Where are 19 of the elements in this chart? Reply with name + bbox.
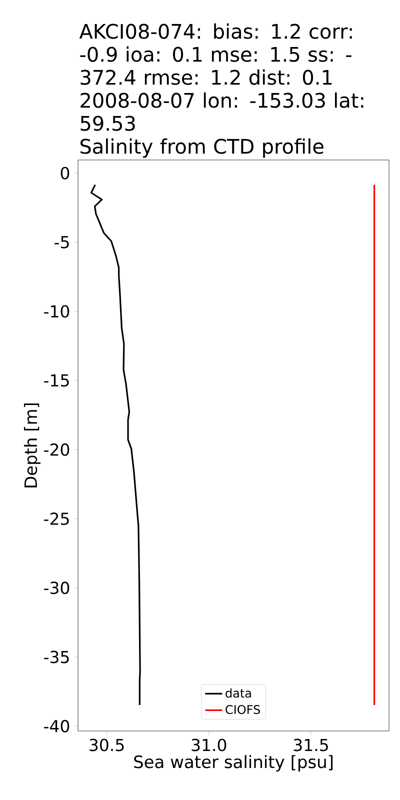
- chart-subtitle: Salinity from CTD profile: [80, 138, 324, 158]
- y-tick-label: -30: [44, 582, 70, 594]
- y-axis-title: Depth [m]: [24, 403, 40, 488]
- chart-title: AKCI08-074: bias: 1.2 corr: -0.9 ioa: 0.1 mse: 1.5 ss: -372.4 rmse: 1.2 dist: 0.1 2008-08-07 lon: -153.03 lat: 59.53: [79, 23, 364, 131]
- y-tick-label: -25: [44, 512, 69, 526]
- y-tick-label: -35: [44, 650, 69, 664]
- y-tick-label: -20: [44, 443, 70, 456]
- y-tick-label: -15: [44, 374, 69, 387]
- y-tick-label: -10: [44, 305, 70, 318]
- legend-label: data: [226, 688, 251, 698]
- x-tick-label: 30.5: [90, 738, 124, 752]
- y-tick-label: -40: [44, 720, 70, 732]
- x-tick-label: 31.0: [192, 738, 226, 752]
- x-axis-title: Sea water salinity [psu]: [134, 755, 333, 772]
- y-tick-label: -5: [54, 236, 69, 248]
- x-tick-label: 31.5: [294, 738, 328, 752]
- legend-label: CIOFS: [226, 704, 260, 714]
- line-series: [90, 184, 141, 706]
- y-tick-label: 0: [60, 166, 70, 180]
